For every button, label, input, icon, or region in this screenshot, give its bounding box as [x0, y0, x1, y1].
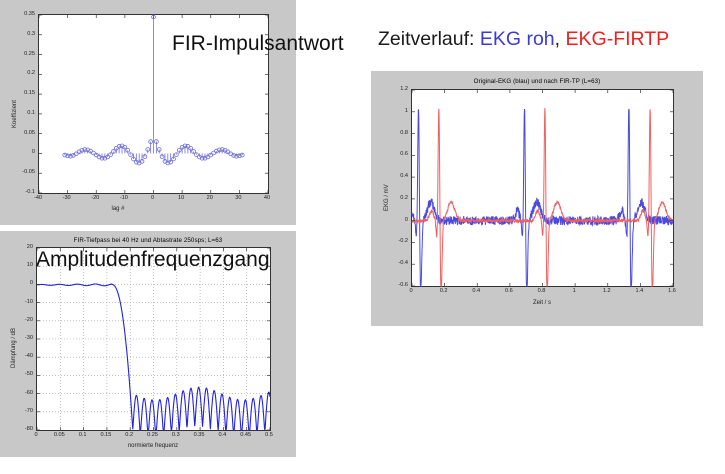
x-tick-label: 0.3 — [171, 432, 180, 438]
y-tick-label: 0 — [29, 280, 33, 287]
y-tick-label: 20 — [26, 244, 33, 250]
x-tick-label: 40 — [263, 195, 271, 201]
ecg-plot-title: Original-EKG (blau) und nach FIR-TP (L=6… — [473, 78, 601, 85]
ecg-header-raw-label: EKG roh — [479, 28, 555, 50]
y-tick-label: -0.6 — [398, 282, 408, 288]
magnitude-response-canvas — [36, 247, 271, 431]
x-tick-label: -20 — [91, 195, 100, 201]
y-tick-label: 0.25 — [24, 50, 35, 57]
y-tick-label: -70 — [24, 407, 33, 414]
x-tick-label: 0.35 — [193, 432, 205, 438]
x-tick-label: 0.15 — [100, 432, 112, 438]
y-tick-label: -80 — [24, 426, 33, 432]
ecg-header-filtered-label: EKG-FIRTP — [565, 28, 670, 50]
y-tick-label: -0.05 — [22, 169, 35, 176]
x-tick-label: 0.4 — [472, 288, 481, 294]
y-tick-label: 1 — [404, 107, 408, 114]
x-tick-label: 0.1 — [78, 432, 87, 438]
x-tick-label: 20 — [206, 195, 213, 201]
magnitude-response-annotation: Amplitudenfrequenzgang — [36, 248, 270, 271]
y-tick-label: -30 — [24, 335, 33, 341]
x-tick-label: 0.4 — [218, 432, 227, 438]
impulse-response-canvas — [38, 14, 269, 194]
y-tick-label: 0.15 — [24, 90, 35, 97]
y-tick-label: -0.1 — [25, 189, 35, 195]
y-tick-label: 0.6 — [400, 151, 408, 158]
x-tick-label: 0.5 — [265, 432, 273, 438]
magnitude-response-panel: FIR-Tiefpass bei 40 Hz und Abtastrate 25… — [0, 231, 296, 457]
magnitude-x-axis-label: normierte frequenz — [127, 443, 179, 449]
y-tick-label: 0 — [404, 216, 408, 223]
x-tick-label: 1.2 — [602, 288, 611, 294]
x-tick-label: 10 — [178, 195, 185, 201]
ecg-header-prefix: Zeitverlauf: — [378, 28, 475, 50]
y-tick-label: 0.2 — [400, 194, 408, 201]
y-tick-label: -40 — [24, 353, 33, 360]
y-tick-label: -60 — [24, 389, 33, 396]
ecg-panel: Original-EKG (blau) und nach FIR-TP (L=6… — [371, 71, 703, 326]
x-tick-label: 0.25 — [147, 432, 158, 438]
x-tick-label: 0.2 — [439, 288, 448, 294]
y-tick-label: 0.3 — [27, 30, 35, 37]
x-tick-label: 0 — [34, 432, 38, 438]
y-tick-label: 0.35 — [24, 11, 35, 17]
magnitude-y-axis-label: Dämpfung / dB — [11, 327, 17, 368]
y-tick-label: 0.2 — [27, 70, 35, 77]
x-tick-label: 1 — [572, 288, 576, 294]
x-tick-label: 30 — [235, 195, 242, 201]
y-tick-label: 0 — [31, 149, 35, 156]
x-tick-label: -40 — [33, 195, 43, 201]
y-tick-label: -0.2 — [398, 238, 408, 245]
y-tick-label: 10 — [26, 262, 33, 269]
x-tick-label: 0.8 — [537, 288, 546, 294]
y-tick-label: -20 — [24, 316, 33, 323]
y-tick-label: -0.4 — [398, 260, 408, 267]
x-tick-label: 0 — [409, 288, 413, 294]
x-tick-label: 0 — [150, 195, 155, 201]
x-tick-label: 0.05 — [53, 432, 65, 438]
x-tick-label: -10 — [119, 195, 128, 201]
ecg-canvas — [411, 89, 674, 287]
y-tick-label: 0.4 — [400, 173, 408, 180]
x-tick-label: 0.45 — [240, 432, 252, 438]
ecg-x-axis-label: Zeit / s — [532, 300, 551, 306]
x-tick-label: -30 — [62, 195, 71, 201]
y-tick-label: 0.05 — [24, 129, 35, 136]
impulse-response-plot — [38, 14, 269, 194]
impulse-response-annotation: FIR-Impulsantwort — [172, 32, 344, 55]
x-tick-label: 1.4 — [635, 288, 644, 294]
magnitude-plot-title: FIR-Tiefpass bei 40 Hz und Abtastrate 25… — [73, 237, 223, 244]
impulse-response-panel: Koeffizient lag # -0.1 -0.05 0 0.05 0.1 0.15 0… — [0, 0, 296, 225]
y-tick-label: 0.8 — [400, 129, 408, 136]
x-tick-label: 0.6 — [504, 288, 513, 294]
ecg-header-separator: , — [554, 28, 561, 50]
y-tick-label: -50 — [24, 371, 33, 378]
magnitude-response-plot — [36, 247, 271, 431]
y-tick-label: -10 — [24, 298, 33, 305]
ecg-header: Zeitverlauf: EKG roh, EKG-FIRTP — [378, 28, 669, 51]
y-tick-label: 0.1 — [27, 109, 35, 116]
ecg-plot — [411, 89, 674, 287]
x-tick-label: 1.6 — [668, 288, 676, 294]
y-tick-label: 1.2 — [400, 86, 408, 92]
x-tick-label: 0.2 — [125, 432, 134, 438]
impulse-x-axis-label: lag # — [111, 206, 125, 212]
